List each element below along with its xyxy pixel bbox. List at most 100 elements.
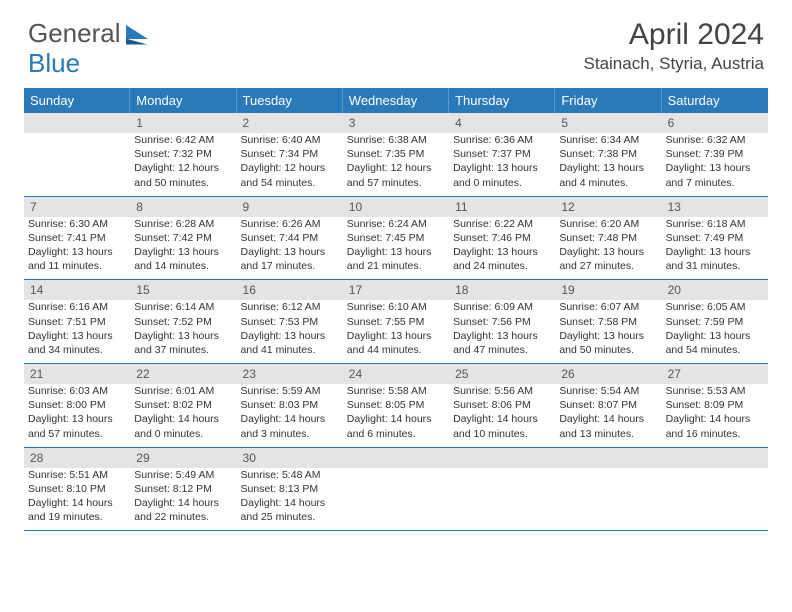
day-cell: Sunrise: 5:58 AMSunset: 8:05 PMDaylight:… xyxy=(343,384,449,447)
sunrise-text: Sunrise: 6:20 AM xyxy=(559,217,657,231)
day-cell: Sunrise: 6:30 AMSunset: 7:41 PMDaylight:… xyxy=(24,217,130,280)
day-number: 2 xyxy=(237,113,343,133)
day-cell xyxy=(24,133,130,196)
day-cell: Sunrise: 6:28 AMSunset: 7:42 PMDaylight:… xyxy=(130,217,236,280)
day-number: 22 xyxy=(130,364,236,384)
sunrise-text: Sunrise: 6:30 AM xyxy=(28,217,126,231)
sunset-text: Sunset: 7:56 PM xyxy=(453,315,551,329)
daylight-text: Daylight: 13 hours and 57 minutes. xyxy=(28,412,126,440)
day-cell: Sunrise: 6:42 AMSunset: 7:32 PMDaylight:… xyxy=(130,133,236,196)
sunset-text: Sunset: 7:53 PM xyxy=(241,315,339,329)
logo-triangle-icon xyxy=(126,25,148,39)
day-number: 20 xyxy=(662,280,768,300)
sunset-text: Sunset: 7:39 PM xyxy=(666,147,764,161)
daylight-text: Daylight: 14 hours and 3 minutes. xyxy=(241,412,339,440)
day-number: 30 xyxy=(237,448,343,468)
sunset-text: Sunset: 7:58 PM xyxy=(559,315,657,329)
sunrise-text: Sunrise: 6:32 AM xyxy=(666,133,764,147)
daylight-text: Daylight: 14 hours and 22 minutes. xyxy=(134,496,232,524)
sunrise-text: Sunrise: 5:56 AM xyxy=(453,384,551,398)
sunrise-text: Sunrise: 6:36 AM xyxy=(453,133,551,147)
sunset-text: Sunset: 7:48 PM xyxy=(559,231,657,245)
day-cell: Sunrise: 5:53 AMSunset: 8:09 PMDaylight:… xyxy=(662,384,768,447)
sunrise-text: Sunrise: 5:54 AM xyxy=(559,384,657,398)
day-number: 5 xyxy=(555,113,661,133)
sunrise-text: Sunrise: 6:38 AM xyxy=(347,133,445,147)
sunset-text: Sunset: 8:02 PM xyxy=(134,398,232,412)
daylight-text: Daylight: 13 hours and 14 minutes. xyxy=(134,245,232,273)
day-number: 6 xyxy=(662,113,768,133)
sunset-text: Sunset: 7:45 PM xyxy=(347,231,445,245)
sunset-text: Sunset: 8:03 PM xyxy=(241,398,339,412)
sunset-text: Sunset: 7:49 PM xyxy=(666,231,764,245)
day-cell: Sunrise: 6:22 AMSunset: 7:46 PMDaylight:… xyxy=(449,217,555,280)
sunset-text: Sunset: 7:34 PM xyxy=(241,147,339,161)
daylight-text: Daylight: 14 hours and 19 minutes. xyxy=(28,496,126,524)
day-number: 21 xyxy=(24,364,130,384)
day-cell: Sunrise: 6:07 AMSunset: 7:58 PMDaylight:… xyxy=(555,300,661,363)
sunrise-text: Sunrise: 5:59 AM xyxy=(241,384,339,398)
sunset-text: Sunset: 7:55 PM xyxy=(347,315,445,329)
sunset-text: Sunset: 7:46 PM xyxy=(453,231,551,245)
calendar-table: Sunday Monday Tuesday Wednesday Thursday… xyxy=(24,88,768,531)
daylight-text: Daylight: 13 hours and 0 minutes. xyxy=(453,161,551,189)
sunset-text: Sunset: 8:00 PM xyxy=(28,398,126,412)
daylight-text: Daylight: 13 hours and 44 minutes. xyxy=(347,329,445,357)
day-cell: Sunrise: 5:59 AMSunset: 8:03 PMDaylight:… xyxy=(237,384,343,447)
daylight-text: Daylight: 13 hours and 7 minutes. xyxy=(666,161,764,189)
sunrise-text: Sunrise: 6:40 AM xyxy=(241,133,339,147)
sunrise-text: Sunrise: 5:51 AM xyxy=(28,468,126,482)
daylight-text: Daylight: 14 hours and 25 minutes. xyxy=(241,496,339,524)
sunrise-text: Sunrise: 6:12 AM xyxy=(241,300,339,314)
daylight-text: Daylight: 13 hours and 47 minutes. xyxy=(453,329,551,357)
week-row: Sunrise: 6:42 AMSunset: 7:32 PMDaylight:… xyxy=(24,133,768,197)
daylight-text: Daylight: 13 hours and 24 minutes. xyxy=(453,245,551,273)
day-number: 13 xyxy=(662,197,768,217)
day-number-row: 21222324252627 xyxy=(24,364,768,384)
day-number: 14 xyxy=(24,280,130,300)
day-cell xyxy=(555,468,661,531)
logo-word-2: Blue xyxy=(28,48,80,79)
day-cell xyxy=(662,468,768,531)
sunset-text: Sunset: 8:10 PM xyxy=(28,482,126,496)
sunrise-text: Sunrise: 6:03 AM xyxy=(28,384,126,398)
day-cell: Sunrise: 6:26 AMSunset: 7:44 PMDaylight:… xyxy=(237,217,343,280)
daylight-text: Daylight: 13 hours and 4 minutes. xyxy=(559,161,657,189)
daylight-text: Daylight: 14 hours and 16 minutes. xyxy=(666,412,764,440)
sunset-text: Sunset: 7:42 PM xyxy=(134,231,232,245)
day-number xyxy=(343,448,449,468)
day-number xyxy=(662,448,768,468)
sunset-text: Sunset: 7:32 PM xyxy=(134,147,232,161)
week-row: Sunrise: 6:30 AMSunset: 7:41 PMDaylight:… xyxy=(24,217,768,281)
weekday-header: Wednesday xyxy=(343,88,449,113)
sunrise-text: Sunrise: 6:01 AM xyxy=(134,384,232,398)
day-cell: Sunrise: 6:38 AMSunset: 7:35 PMDaylight:… xyxy=(343,133,449,196)
weekday-header: Sunday xyxy=(24,88,130,113)
logo: General xyxy=(28,18,150,49)
day-cell: Sunrise: 6:10 AMSunset: 7:55 PMDaylight:… xyxy=(343,300,449,363)
day-number-row: 282930 xyxy=(24,448,768,468)
daylight-text: Daylight: 13 hours and 41 minutes. xyxy=(241,329,339,357)
weekday-header: Friday xyxy=(555,88,661,113)
day-cell: Sunrise: 5:51 AMSunset: 8:10 PMDaylight:… xyxy=(24,468,130,531)
sunset-text: Sunset: 7:44 PM xyxy=(241,231,339,245)
sunset-text: Sunset: 7:35 PM xyxy=(347,147,445,161)
day-number-row: 123456 xyxy=(24,113,768,133)
day-number: 15 xyxy=(130,280,236,300)
day-number: 29 xyxy=(130,448,236,468)
day-cell: Sunrise: 6:20 AMSunset: 7:48 PMDaylight:… xyxy=(555,217,661,280)
week-row: Sunrise: 6:16 AMSunset: 7:51 PMDaylight:… xyxy=(24,300,768,364)
sunset-text: Sunset: 8:09 PM xyxy=(666,398,764,412)
sunset-text: Sunset: 8:07 PM xyxy=(559,398,657,412)
location-label: Stainach, Styria, Austria xyxy=(584,54,764,74)
sunset-text: Sunset: 8:12 PM xyxy=(134,482,232,496)
weekday-header: Monday xyxy=(130,88,236,113)
day-cell xyxy=(343,468,449,531)
daylight-text: Daylight: 13 hours and 11 minutes. xyxy=(28,245,126,273)
day-cell: Sunrise: 6:14 AMSunset: 7:52 PMDaylight:… xyxy=(130,300,236,363)
day-number: 28 xyxy=(24,448,130,468)
day-cell: Sunrise: 5:49 AMSunset: 8:12 PMDaylight:… xyxy=(130,468,236,531)
daylight-text: Daylight: 13 hours and 21 minutes. xyxy=(347,245,445,273)
page-title: April 2024 xyxy=(584,18,764,52)
daylight-text: Daylight: 13 hours and 37 minutes. xyxy=(134,329,232,357)
